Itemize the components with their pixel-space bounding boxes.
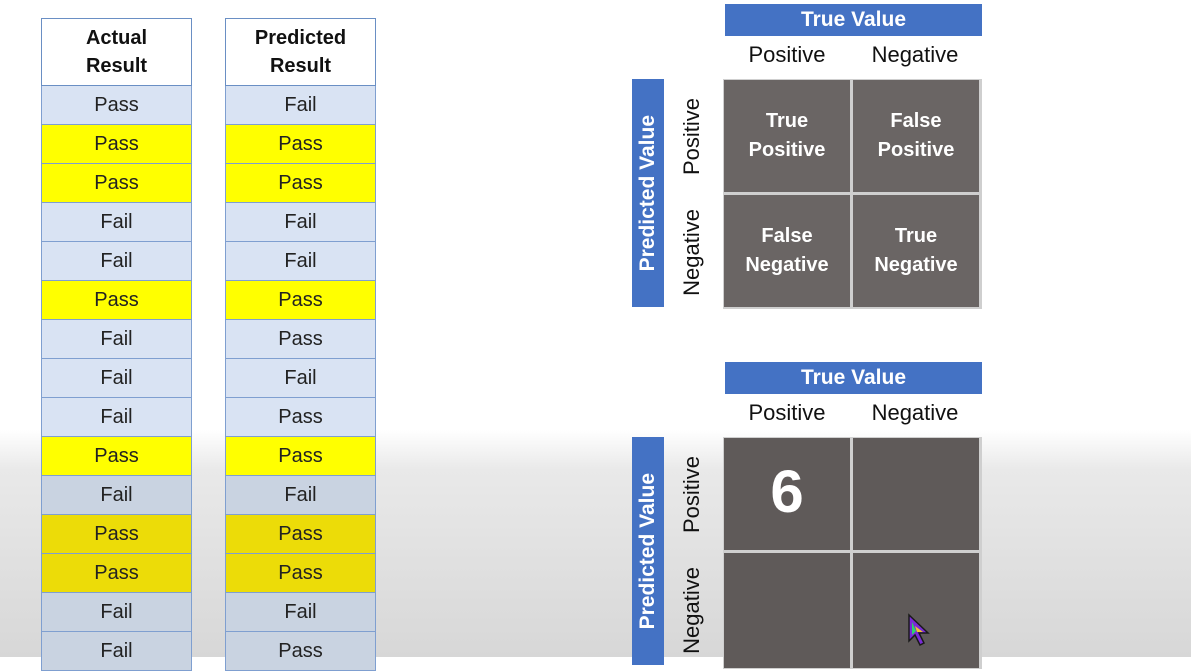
col-label-negative: Negative [871,400,959,425]
predicted-result-cell: Fail [225,242,376,281]
predicted-result-cell: Fail [225,359,376,398]
cell-false-positive: False Positive [853,80,979,192]
row-label-positive-text: Positive [679,456,704,534]
actual-result-cell: Fail [41,320,192,359]
predicted-result-cell: Pass [225,164,376,203]
row-label-negative-text: Negative [679,566,704,654]
actual-result-cell: Pass [41,125,192,164]
predicted-result-cell: Pass [225,437,376,476]
predicted-result-cell: Pass [225,554,376,593]
actual-result-cell: Fail [41,476,192,515]
predicted-result-cell: Fail [225,476,376,515]
row-label-positive: Positive [676,81,708,193]
col-label-negative: Negative [871,42,959,67]
row-label-positive: Positive [676,439,708,551]
actual-result-rows: Pass Pass Pass Fail Fail Pass Fail Fail Fail Pass… [41,86,192,671]
cell-false-negative-count [724,553,850,668]
actual-result-cell: Fail [41,593,192,632]
predicted-result-header: Predicted Result [225,18,376,86]
pointer-cursor-icon [908,613,930,647]
cell-true-positive: True Positive [724,80,850,192]
predicted-result-cell: Pass [225,515,376,554]
true-value-banner: True Value [725,362,982,394]
row-label-negative: Negative [676,196,708,308]
cell-true-negative-count [853,553,979,668]
predicted-value-label: Predicted Value [636,114,659,272]
actual-result-cell: Fail [41,203,192,242]
predicted-result-table: Predicted Result Fail Pass Pass Fail Fail Pas… [225,18,376,671]
actual-result-cell: Pass [41,164,192,203]
actual-result-cell: Pass [41,437,192,476]
predicted-result-cell: Pass [225,632,376,671]
actual-result-cell: Fail [41,632,192,671]
predicted-value-banner: Predicted Value [632,79,664,307]
col-label-positive: Positive [748,42,826,67]
predicted-result-cell: Pass [225,398,376,437]
row-label-negative-text: Negative [679,208,704,296]
actual-result-cell: Pass [41,281,192,320]
actual-result-cell: Fail [41,242,192,281]
predicted-result-cell: Fail [225,86,376,125]
cell-false-positive-count [853,438,979,550]
cell-false-negative: False Negative [724,195,850,307]
predicted-value-banner: Predicted Value [632,437,664,665]
actual-result-cell: Fail [41,359,192,398]
cell-true-positive-count: 6 [724,438,850,550]
actual-result-cell: Fail [41,398,192,437]
predicted-result-cell: Pass [225,320,376,359]
actual-result-table: Actual Result Pass Pass Pass Fail Fail Pass Fa… [41,18,192,671]
true-value-banner: True Value [725,4,982,36]
predicted-result-cell: Fail [225,203,376,242]
matrix-grid: True Positive False Positive False Negat… [723,79,982,309]
actual-result-cell: Pass [41,515,192,554]
row-label-negative: Negative [676,554,708,666]
predicted-result-cell: Pass [225,125,376,164]
actual-result-cell: Pass [41,554,192,593]
matrix-grid: 6 [723,437,982,669]
actual-result-cell: Pass [41,86,192,125]
col-label-positive: Positive [748,400,826,425]
predicted-result-cell: Pass [225,281,376,320]
predicted-result-cell: Fail [225,593,376,632]
row-label-positive-text: Positive [679,98,704,176]
cell-true-negative: True Negative [853,195,979,307]
predicted-result-rows: Fail Pass Pass Fail Fail Pass Pass Fail Pass Pass… [225,86,376,671]
predicted-value-label: Predicted Value [636,472,659,630]
actual-result-header: Actual Result [41,18,192,86]
